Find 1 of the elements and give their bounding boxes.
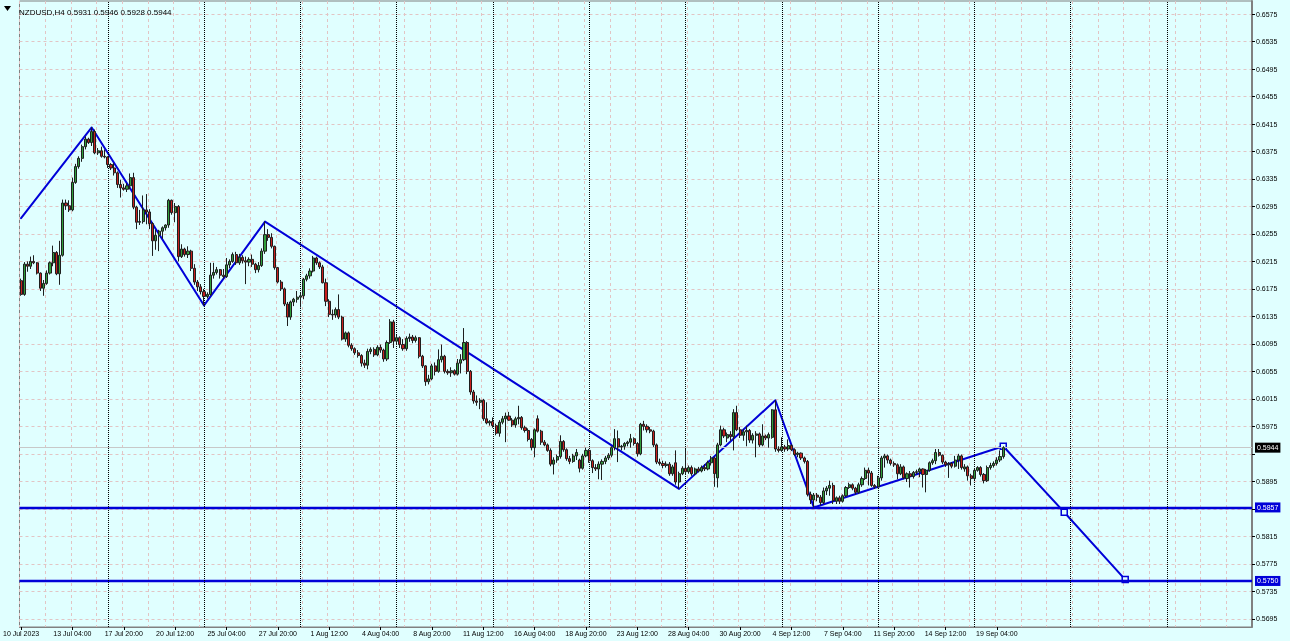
text: NZDUSD,H4 0.5931 0.5946 0.5928 0.5944 (19, 7, 173, 17)
